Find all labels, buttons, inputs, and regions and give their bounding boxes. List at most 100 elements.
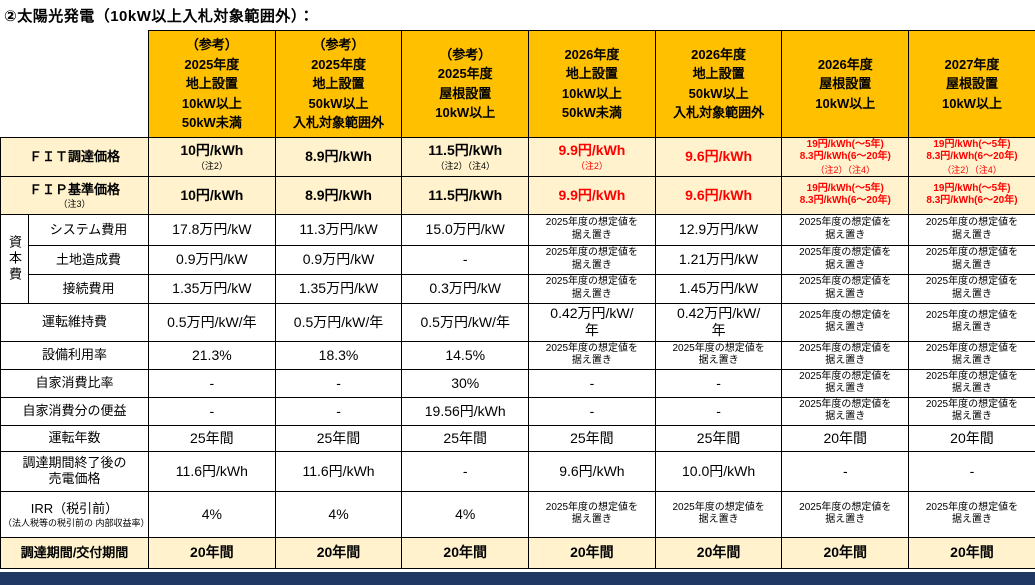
row-label-connection-cost: 接続費用 <box>29 274 149 303</box>
cell-operation-years-col6: 20年間 <box>782 425 909 451</box>
cell-irr-col3: 4% <box>402 491 529 537</box>
cell-land-cost-col1: 0.9万円/kW <box>149 245 276 274</box>
cell-fip-price-col3: 11.5円/kWh <box>402 176 529 214</box>
cell-self-consumption-benefit-col4: - <box>529 397 656 425</box>
column-header-2: （参考） 2025年度 地上設置 50kW以上 入札対象範囲外 <box>275 31 402 138</box>
cell-period-col5: 20年間 <box>655 537 782 568</box>
cell-fit-price-col1: 10円/kWh（注2） <box>149 137 276 176</box>
cell-connection-cost-col4: 2025年度の想定値を 据え置き <box>529 274 656 303</box>
cell-fip-price-col7: 19円/kWh(～5年) 8.3円/kWh(6～20年) <box>909 176 1035 214</box>
page-title: ②太陽光発電（10kW以上入札対象範囲外）： <box>0 0 1035 30</box>
row-label-capacity-factor: 設備利用率 <box>1 341 149 369</box>
cell-om-cost-col4: 0.42万円/kW/ 年 <box>529 303 656 341</box>
cell-capacity-factor-col4: 2025年度の想定値を 据え置き <box>529 341 656 369</box>
cell-land-cost-col2: 0.9万円/kW <box>275 245 402 274</box>
cell-connection-cost-col7: 2025年度の想定値を 据え置き <box>909 274 1035 303</box>
column-header-6: 2026年度 屋根設置 10kW以上 <box>782 31 909 138</box>
cell-post-period-price-col6: - <box>782 451 909 491</box>
cell-self-consumption-benefit-col5: - <box>655 397 782 425</box>
cell-om-cost-col5: 0.42万円/kW/ 年 <box>655 303 782 341</box>
cell-connection-cost-col1: 1.35万円/kW <box>149 274 276 303</box>
cell-post-period-price-col4: 9.6円/kWh <box>529 451 656 491</box>
cell-capacity-factor-col7: 2025年度の想定値を 据え置き <box>909 341 1035 369</box>
cell-note-fit-price-col1: （注2） <box>151 161 273 171</box>
cell-period-col4: 20年間 <box>529 537 656 568</box>
cell-fit-price-col4: 9.9円/kWh（注2） <box>529 137 656 176</box>
cell-post-period-price-col5: 10.0円/kWh <box>655 451 782 491</box>
row-label-operation-years: 運転年数 <box>1 425 149 451</box>
column-header-5: 2026年度 地上設置 50kW以上 入札対象範囲外 <box>655 31 782 138</box>
cell-system-cost-col7: 2025年度の想定値を 据え置き <box>909 214 1035 245</box>
table-header-row: （参考） 2025年度 地上設置 10kW以上 50kW未満（参考） 2025年… <box>1 31 1035 138</box>
cell-om-cost-col6: 2025年度の想定値を 据え置き <box>782 303 909 341</box>
cell-self-consumption-ratio-col4: - <box>529 369 656 397</box>
cell-note-fit-price-col3: （注2）（注4） <box>404 161 526 171</box>
cell-system-cost-col4: 2025年度の想定値を 据え置き <box>529 214 656 245</box>
cell-note-fit-price-col6: （注2）（注4） <box>784 165 906 175</box>
cell-note-fit-price-col4: （注2） <box>531 161 653 171</box>
cell-post-period-price-col7: - <box>909 451 1035 491</box>
cell-om-cost-col3: 0.5万円/kW/年 <box>402 303 529 341</box>
cell-connection-cost-col2: 1.35万円/kW <box>275 274 402 303</box>
corner-cell <box>1 31 149 138</box>
cell-om-cost-col7: 2025年度の想定値を 据え置き <box>909 303 1035 341</box>
row-label-irr: IRR（税引前）（法人税等の税引前の 内部収益率） <box>1 491 149 537</box>
row-label-note-irr: （法人税等の税引前の 内部収益率） <box>3 518 146 528</box>
cell-irr-col6: 2025年度の想定値を 据え置き <box>782 491 909 537</box>
cell-self-consumption-ratio-col6: 2025年度の想定値を 据え置き <box>782 369 909 397</box>
cell-capacity-factor-col5: 2025年度の想定値を 据え置き <box>655 341 782 369</box>
cell-connection-cost-col5: 1.45万円/kW <box>655 274 782 303</box>
column-header-4: 2026年度 地上設置 10kW以上 50kW未満 <box>529 31 656 138</box>
cell-fit-price-col2: 8.9円/kWh <box>275 137 402 176</box>
cell-system-cost-col2: 11.3万円/kW <box>275 214 402 245</box>
row-label-self-consumption-benefit: 自家消費分の便益 <box>1 397 149 425</box>
cell-system-cost-col1: 17.8万円/kW <box>149 214 276 245</box>
cell-operation-years-col2: 25年間 <box>275 425 402 451</box>
cell-self-consumption-ratio-col1: - <box>149 369 276 397</box>
cell-fit-price-col5: 9.6円/kWh <box>655 137 782 176</box>
cell-operation-years-col1: 25年間 <box>149 425 276 451</box>
cell-self-consumption-ratio-col7: 2025年度の想定値を 据え置き <box>909 369 1035 397</box>
cell-capacity-factor-col3: 14.5% <box>402 341 529 369</box>
cell-period-col2: 20年間 <box>275 537 402 568</box>
column-header-3: （参考） 2025年度 屋根設置 10kW以上 <box>402 31 529 138</box>
row-label-fip-price: ＦＩＰ基準価格（注3） <box>1 176 149 214</box>
cell-operation-years-col5: 25年間 <box>655 425 782 451</box>
cell-om-cost-col1: 0.5万円/kW/年 <box>149 303 276 341</box>
cell-self-consumption-benefit-col1: - <box>149 397 276 425</box>
cell-irr-col5: 2025年度の想定値を 据え置き <box>655 491 782 537</box>
cell-period-col1: 20年間 <box>149 537 276 568</box>
cell-self-consumption-benefit-col2: - <box>275 397 402 425</box>
cell-capacity-factor-col6: 2025年度の想定値を 据え置き <box>782 341 909 369</box>
cell-operation-years-col4: 25年間 <box>529 425 656 451</box>
cell-land-cost-col6: 2025年度の想定値を 据え置き <box>782 245 909 274</box>
cell-capacity-factor-col2: 18.3% <box>275 341 402 369</box>
row-label-om-cost: 運転維持費 <box>1 303 149 341</box>
cell-fip-price-col2: 8.9円/kWh <box>275 176 402 214</box>
cell-system-cost-col5: 12.9万円/kW <box>655 214 782 245</box>
table-row-irr: IRR（税引前）（法人税等の税引前の 内部収益率）4%4%4%2025年度の想定… <box>1 491 1035 537</box>
group-label-capital-cost: 資本費 <box>1 214 29 303</box>
cell-operation-years-col7: 20年間 <box>909 425 1035 451</box>
cell-land-cost-col4: 2025年度の想定値を 据え置き <box>529 245 656 274</box>
row-label-self-consumption-ratio: 自家消費比率 <box>1 369 149 397</box>
row-label-land-cost: 土地造成費 <box>29 245 149 274</box>
column-header-7: 2027年度 屋根設置 10kW以上 <box>909 31 1035 138</box>
cell-operation-years-col3: 25年間 <box>402 425 529 451</box>
solar-rate-table: （参考） 2025年度 地上設置 10kW以上 50kW未満（参考） 2025年… <box>0 30 1035 569</box>
cell-fit-price-col7: 19円/kWh(～5年) 8.3円/kWh(6～20年)（注2）（注4） <box>909 137 1035 176</box>
cell-self-consumption-benefit-col6: 2025年度の想定値を 据え置き <box>782 397 909 425</box>
row-label-system-cost: システム費用 <box>29 214 149 245</box>
cell-post-period-price-col2: 11.6円/kWh <box>275 451 402 491</box>
cell-fit-price-col6: 19円/kWh(～5年) 8.3円/kWh(6～20年)（注2）（注4） <box>782 137 909 176</box>
